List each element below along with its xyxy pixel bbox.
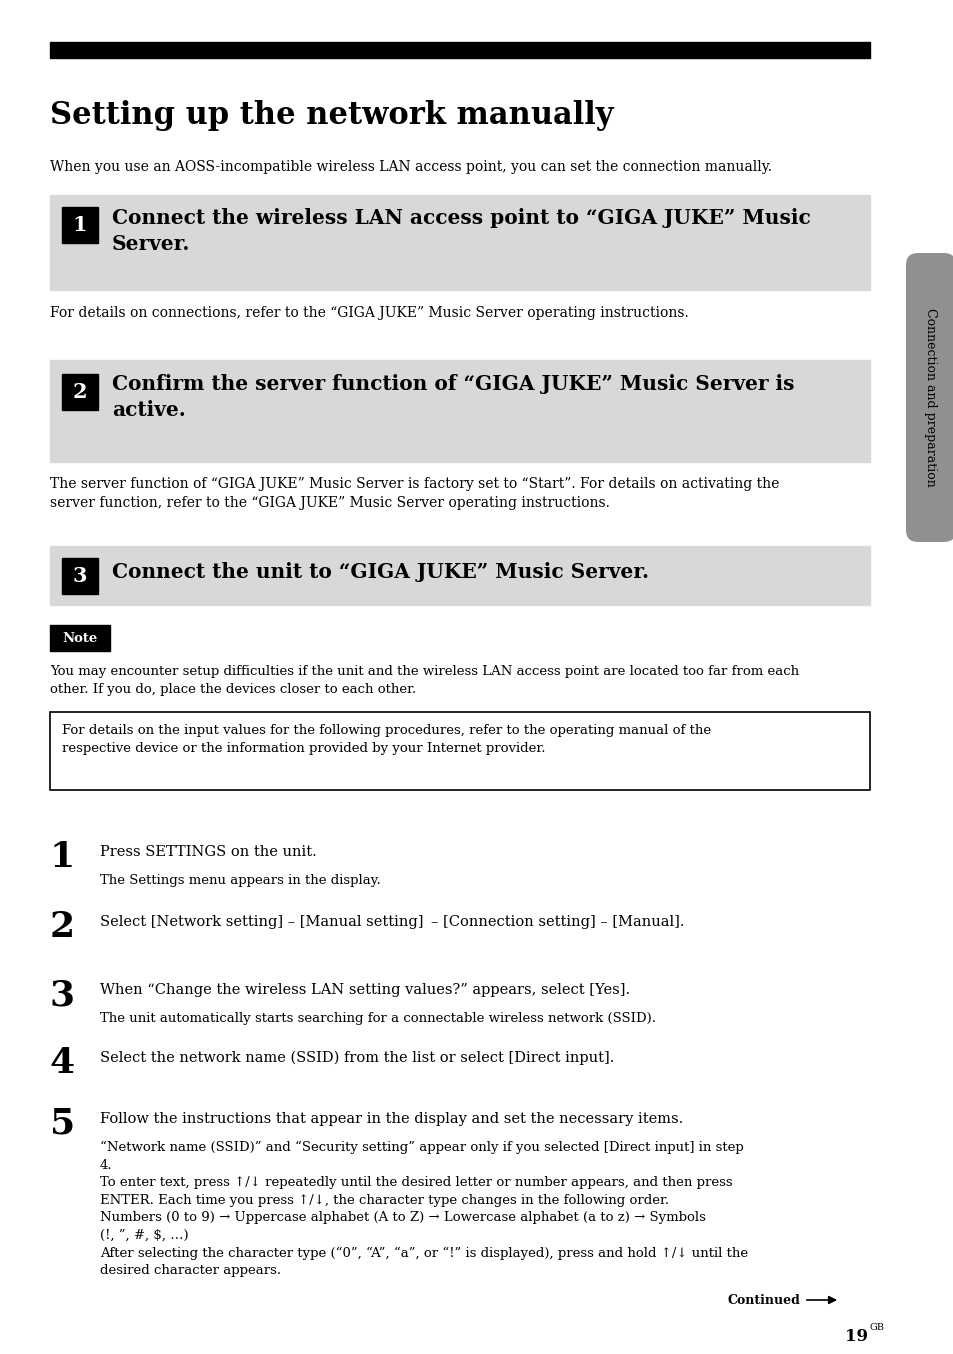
Bar (50, 626, 110, 651)
Text: 2: 2 (50, 910, 75, 944)
Text: Press SETTINGS on the unit.: Press SETTINGS on the unit. (100, 845, 316, 858)
Bar (50, 712, 869, 789)
FancyBboxPatch shape (905, 253, 953, 542)
Bar (62, 374, 98, 410)
Text: Follow the instructions that appear in the display and set the necessary items.: Follow the instructions that appear in t… (100, 1112, 682, 1127)
Text: Connection and preparation: Connection and preparation (923, 309, 937, 487)
Text: Setting up the network manually: Setting up the network manually (50, 100, 613, 131)
Text: Connect the wireless LAN access point to “GIGA JUKE” Music
Server.: Connect the wireless LAN access point to… (112, 209, 810, 253)
Text: 3: 3 (50, 978, 75, 1011)
Text: 1: 1 (50, 839, 75, 873)
Text: The Settings menu appears in the display.: The Settings menu appears in the display… (100, 873, 380, 887)
Text: When you use an AOSS-incompatible wireless LAN access point, you can set the con: When you use an AOSS-incompatible wirele… (50, 160, 771, 175)
Text: 2: 2 (72, 382, 88, 402)
Text: 1: 1 (72, 215, 88, 236)
Text: 5: 5 (50, 1108, 75, 1141)
Text: Confirm the server function of “GIGA JUKE” Music Server is
active.: Confirm the server function of “GIGA JUK… (112, 374, 794, 420)
Text: The unit automatically starts searching for a connectable wireless network (SSID: The unit automatically starts searching … (100, 1011, 656, 1025)
Text: 3: 3 (72, 566, 87, 586)
Bar (50, 42, 869, 58)
Bar (50, 195, 869, 290)
Bar (62, 558, 98, 594)
Bar (50, 360, 869, 462)
Text: For details on connections, refer to the “GIGA JUKE” Music Server operating inst: For details on connections, refer to the… (50, 306, 688, 320)
Bar (62, 207, 98, 242)
Text: Connect the unit to “GIGA JUKE” Music Server.: Connect the unit to “GIGA JUKE” Music Se… (112, 562, 648, 582)
Text: You may encounter setup difficulties if the unit and the wireless LAN access poi: You may encounter setup difficulties if … (50, 665, 799, 696)
Text: Continued: Continued (726, 1293, 800, 1307)
Text: 19: 19 (844, 1328, 867, 1345)
Text: 4: 4 (50, 1047, 75, 1080)
Text: When “Change the wireless LAN setting values?” appears, select [Yes].: When “Change the wireless LAN setting va… (100, 983, 630, 997)
Text: Select [Network setting] – [Manual setting]  – [Connection setting] – [Manual].: Select [Network setting] – [Manual setti… (100, 915, 684, 929)
Text: For details on the input values for the following procedures, refer to the opera: For details on the input values for the … (62, 724, 710, 756)
Bar (50, 546, 869, 605)
Text: Note: Note (62, 631, 97, 645)
Text: The server function of “GIGA JUKE” Music Server is factory set to “Start”. For d: The server function of “GIGA JUKE” Music… (50, 477, 779, 510)
Text: “Network name (SSID)” and “Security setting” appear only if you selected [Direct: “Network name (SSID)” and “Security sett… (100, 1141, 747, 1277)
Text: Select the network name (SSID) from the list or select [Direct input].: Select the network name (SSID) from the … (100, 1051, 614, 1066)
Text: GB: GB (869, 1323, 884, 1332)
